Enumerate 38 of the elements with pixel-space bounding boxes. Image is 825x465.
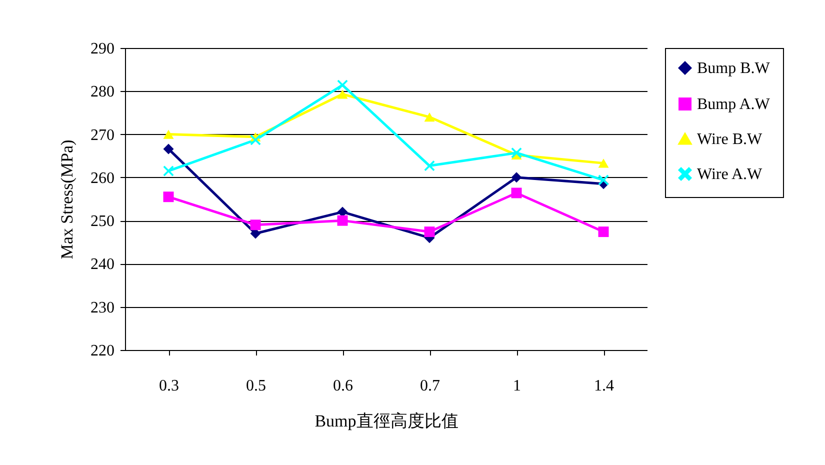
point [337,215,348,226]
point [250,220,261,230]
point [163,192,174,202]
x-tick-label: 1.4 [594,378,614,394]
x-tick-label: 0.3 [159,378,179,394]
y-tick-label: 250 [90,213,114,230]
point [337,80,348,90]
point [598,226,609,238]
legend-label: Bump B.W [697,60,771,77]
y-tick-label: 280 [90,84,114,101]
x-tick-label: 1 [513,378,521,394]
x-tick-label: 0.6 [333,378,353,394]
y-tick-label: 270 [90,126,114,144]
x-tick-label: 0.7 [420,378,440,394]
point [598,174,609,186]
y-tick-label: 220 [90,342,114,360]
y-tick-label: 230 [90,299,114,316]
point [511,172,522,183]
legend-label: Bump A.W [697,96,771,113]
point [337,90,348,99]
y-tick-label: 290 [90,40,114,58]
legend-label: Wire A.W [697,166,764,183]
point [250,134,261,146]
y-tick-label: 260 [90,170,114,187]
point [511,148,522,158]
legend-label: Wire B.W [697,131,764,148]
y-axis-title: Max Stress(MPa) [58,140,76,260]
point [163,130,174,139]
point [511,188,522,198]
point [424,160,435,172]
x-axis-title: Bump直徑高度比值 [314,412,458,430]
point [163,144,174,154]
point [424,112,435,122]
point [598,158,609,168]
y-tick-label: 240 [90,256,114,274]
point [163,166,174,176]
point [424,226,435,238]
x-tick-label: 0.5 [246,378,266,394]
